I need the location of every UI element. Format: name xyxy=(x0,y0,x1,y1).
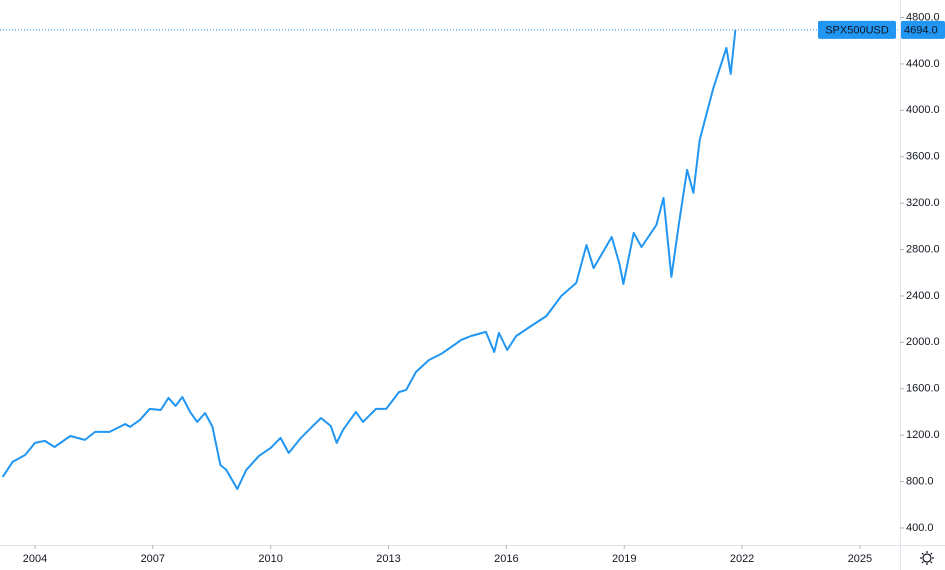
x-tick-label: 2013 xyxy=(376,553,400,565)
x-tick-label: 2010 xyxy=(258,553,282,565)
x-tick-label: 2004 xyxy=(23,553,47,565)
y-tick-label: 3200.0 xyxy=(906,197,940,209)
y-tick-label: 4800.0 xyxy=(906,11,940,23)
y-tick-label: 1200.0 xyxy=(906,429,940,441)
y-tick-label: 2000.0 xyxy=(906,336,940,348)
y-tick-label: 1600.0 xyxy=(906,383,940,395)
y-tick-label: 2800.0 xyxy=(906,243,940,255)
price-tag-bg xyxy=(901,20,945,39)
x-tick-label: 2025 xyxy=(848,553,872,565)
y-tick-label: 4400.0 xyxy=(906,58,940,70)
y-tick-label: 4000.0 xyxy=(906,104,940,116)
symbol-tag: SPX500USD xyxy=(825,25,889,37)
x-tick-label: 2019 xyxy=(612,553,636,565)
x-tick-label: 2022 xyxy=(730,553,754,565)
symbol-tag-bg xyxy=(818,20,896,39)
price-tag: 4694.0 xyxy=(904,25,938,37)
y-tick-label: 400.0 xyxy=(906,522,934,534)
settings-icon[interactable] xyxy=(920,551,934,565)
x-tick-label: 2007 xyxy=(141,553,165,565)
y-tick-label: 3600.0 xyxy=(906,151,940,163)
y-tick-label: 2400.0 xyxy=(906,290,940,302)
y-tick-label: 800.0 xyxy=(906,475,934,487)
x-tick-label: 2016 xyxy=(494,553,518,565)
price-line xyxy=(1,29,737,490)
